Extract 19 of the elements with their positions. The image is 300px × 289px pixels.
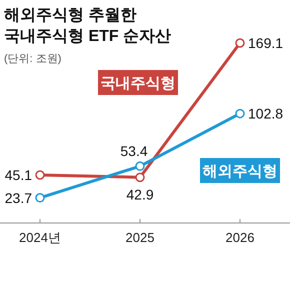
series-label: 국내주식형 (100, 75, 176, 92)
data-label: 42.9 (126, 186, 154, 202)
point (35, 193, 45, 203)
point (135, 172, 145, 182)
point (35, 170, 45, 180)
data-label: 169.1 (248, 35, 284, 51)
x-tick-label: 2025 (126, 230, 154, 245)
text: (단위: 조원) (4, 53, 62, 65)
chart-title: 해외주식형 추월한 국내주식형 ETF 순자산 (4, 7, 172, 45)
point (235, 108, 245, 118)
x-tick-label: 2024년 (19, 230, 61, 245)
data-label: 53.4 (120, 143, 148, 160)
point (235, 38, 245, 48)
series-label: 해외주식형 (202, 163, 278, 180)
data-label: 45.1 (4, 166, 32, 183)
x-tick-label: 2026 (226, 230, 254, 245)
data-label: 23.7 (4, 190, 32, 206)
data-label: 102.8 (248, 106, 284, 122)
point (135, 161, 145, 171)
